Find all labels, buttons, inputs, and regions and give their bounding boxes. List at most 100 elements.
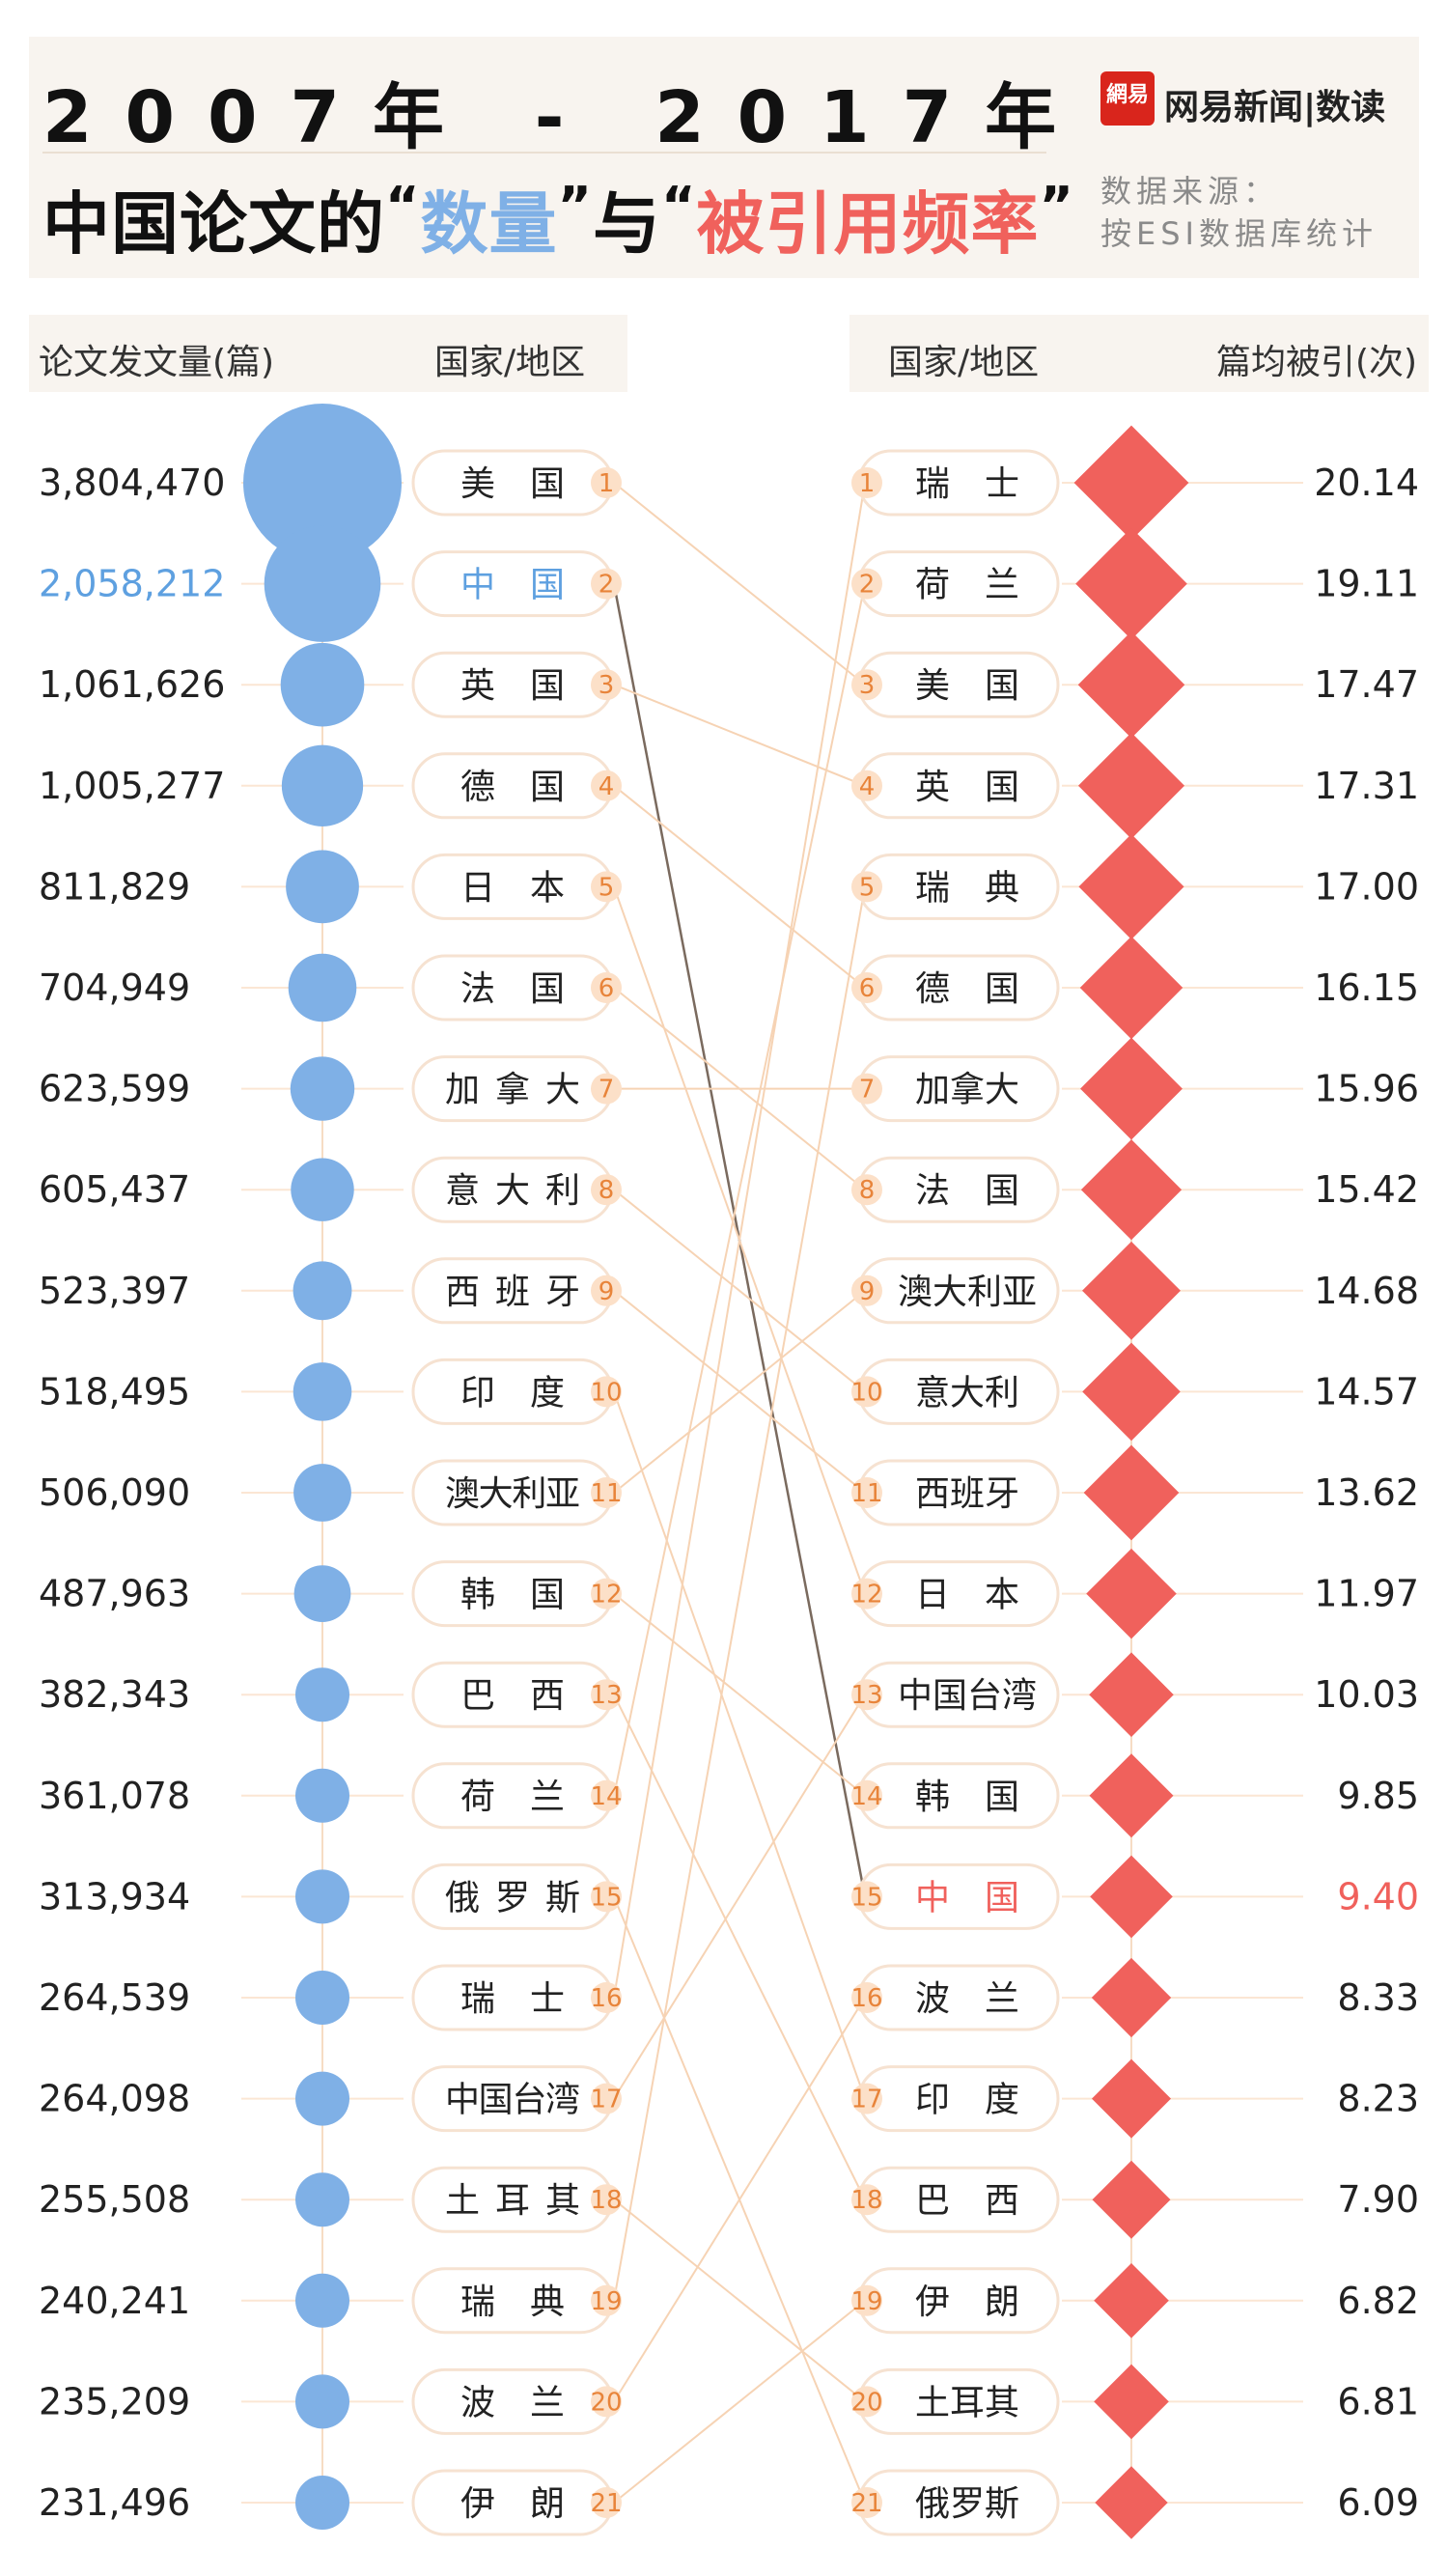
header: 2007年 - 2017年 中国论文的“数量”与“被引用频率” 網易 网易新闻|… bbox=[29, 37, 1419, 278]
volume-bubble bbox=[295, 2071, 349, 2126]
country-name-label: 韩 国 bbox=[915, 1778, 1019, 1817]
volume-value-label: 255,508 bbox=[39, 2178, 190, 2221]
rank-number-label: 12 bbox=[850, 1581, 882, 1610]
rank-number-label: 6 bbox=[859, 974, 876, 1003]
title-highlight-count: 数量 bbox=[420, 184, 558, 264]
citation-value-label: 15.42 bbox=[1314, 1168, 1419, 1211]
right-row: 20 土耳其 6.81 bbox=[850, 2364, 1419, 2440]
rank-badge bbox=[851, 1073, 882, 1105]
right-row: 13 中国台湾 10.03 bbox=[850, 1652, 1419, 1737]
rank-badge bbox=[591, 1073, 622, 1105]
rank-link-line bbox=[613, 583, 866, 1797]
rank-number-label: 11 bbox=[850, 1479, 882, 1508]
citation-value-label: 17.00 bbox=[1314, 865, 1419, 908]
rank-number-label: 2 bbox=[859, 571, 876, 600]
country-name-label: 中国台湾 bbox=[898, 1676, 1037, 1716]
left-row: 605,437 意大利 8 bbox=[39, 1156, 622, 1223]
rank-badge bbox=[851, 1881, 882, 1913]
citation-value-label: 19.11 bbox=[1314, 563, 1419, 605]
rank-number-label: 15 bbox=[590, 1883, 622, 1912]
volume-value-label: 487,963 bbox=[39, 1573, 190, 1615]
country-name-label: 巴 西 bbox=[915, 2181, 1019, 2221]
right-value-header: 篇均被引(次) bbox=[1216, 343, 1418, 382]
citation-diamond bbox=[1092, 2160, 1171, 2239]
country-name-label: 瑞 士 bbox=[915, 464, 1019, 504]
rank-link-line bbox=[613, 2300, 866, 2504]
country-name-label: 意大利 bbox=[445, 1171, 580, 1211]
country-name-label: 英 国 bbox=[915, 768, 1019, 807]
open-quote: “ bbox=[385, 176, 421, 237]
volume-value-label: 523,397 bbox=[39, 1270, 190, 1312]
right-row: 14 韩 国 9.85 bbox=[850, 1753, 1419, 1838]
right-row: 5 瑞 典 17.00 bbox=[851, 833, 1419, 939]
rank-badge bbox=[591, 770, 622, 801]
rank-number-label: 19 bbox=[850, 2287, 882, 2316]
citation-diamond bbox=[1083, 1444, 1180, 1541]
citation-diamond bbox=[1094, 2262, 1169, 2338]
citation-value-label: 8.33 bbox=[1337, 1976, 1419, 2019]
country-name-label: 西班牙 bbox=[915, 1474, 1019, 1514]
volume-value-label: 1,005,277 bbox=[39, 765, 225, 807]
rank-badge bbox=[851, 871, 882, 903]
left-row: 3,804,470 美 国 1 bbox=[39, 404, 622, 562]
volume-value-label: 3,804,470 bbox=[39, 462, 225, 504]
country-name-label: 中国台湾 bbox=[445, 2081, 580, 2120]
left-row: 506,090 澳大利亚 11 bbox=[39, 1459, 623, 1526]
volume-value-label: 605,437 bbox=[39, 1168, 190, 1211]
citation-value-label: 9.40 bbox=[1337, 1875, 1419, 1918]
country-name-label: 日 本 bbox=[915, 1576, 1019, 1615]
rank-number-label: 9 bbox=[859, 1277, 876, 1306]
rank-badge bbox=[591, 1679, 622, 1711]
country-name-label: 荷 兰 bbox=[915, 566, 1019, 605]
left-column-header: 论文发文量(篇) 国家/地区 bbox=[29, 315, 627, 392]
citation-diamond bbox=[1077, 630, 1185, 739]
country-name-label: 德 国 bbox=[915, 969, 1019, 1009]
rank-badge bbox=[591, 1982, 622, 2013]
volume-bubble bbox=[295, 1667, 349, 1722]
rank-number-label: 8 bbox=[599, 1176, 615, 1205]
rank-badge bbox=[851, 972, 882, 1003]
country-name-label: 澳大利亚 bbox=[898, 1273, 1037, 1312]
title-highlight-citation: 被引用频率 bbox=[696, 184, 1040, 264]
volume-bubble bbox=[293, 1464, 351, 1522]
citation-value-label: 9.85 bbox=[1337, 1775, 1419, 1817]
volume-value-label: 240,241 bbox=[39, 2280, 190, 2322]
volume-bubble bbox=[295, 1971, 349, 2025]
citation-value-label: 8.23 bbox=[1337, 2078, 1419, 2120]
country-name-label: 俄罗斯 bbox=[445, 1878, 580, 1918]
title-divider bbox=[42, 152, 1046, 154]
citation-diamond bbox=[1091, 1957, 1172, 2038]
volume-bubble bbox=[295, 2476, 349, 2530]
right-row: 15 中 国 9.40 bbox=[850, 1855, 1419, 1939]
rank-link-line bbox=[613, 2198, 866, 2403]
right-country-header: 国家/地区 bbox=[888, 343, 1040, 382]
rank-number-label: 19 bbox=[590, 2287, 622, 2316]
volume-value-label: 382,343 bbox=[39, 1673, 190, 1716]
citation-diamond bbox=[1080, 1037, 1183, 1140]
left-row: 240,241 瑞 典 19 bbox=[39, 2267, 623, 2335]
country-name-label: 波 兰 bbox=[915, 1979, 1019, 2019]
rank-number-label: 17 bbox=[590, 2086, 622, 2114]
rank-badge bbox=[591, 467, 622, 498]
rank-number-label: 9 bbox=[599, 1277, 615, 1306]
rank-number-label: 13 bbox=[850, 1681, 882, 1710]
country-name-label: 德 国 bbox=[460, 768, 565, 807]
left-row: 264,098 中国台湾 17 bbox=[39, 2065, 623, 2133]
country-name-label: 荷 兰 bbox=[460, 1778, 565, 1817]
rank-number-label: 16 bbox=[850, 1984, 882, 2013]
right-row: 2 荷 兰 19.11 bbox=[851, 527, 1419, 640]
rank-badge bbox=[851, 669, 882, 701]
right-row: 3 美 国 17.47 bbox=[851, 630, 1419, 739]
volume-bubble bbox=[281, 744, 364, 826]
volume-value-label: 704,949 bbox=[39, 966, 190, 1009]
close-quote: ” bbox=[557, 176, 593, 237]
rank-badge bbox=[591, 1881, 622, 1913]
volume-bubble bbox=[280, 642, 365, 727]
country-name-label: 加拿大 bbox=[445, 1071, 580, 1110]
volume-value-label: 1,061,626 bbox=[39, 663, 225, 706]
rank-link-line bbox=[613, 684, 866, 787]
rank-link-line bbox=[613, 1391, 866, 2099]
right-row: 12 日 本 11.97 bbox=[850, 1548, 1419, 1639]
rank-link-line bbox=[613, 785, 866, 989]
rank-badge bbox=[591, 568, 622, 600]
